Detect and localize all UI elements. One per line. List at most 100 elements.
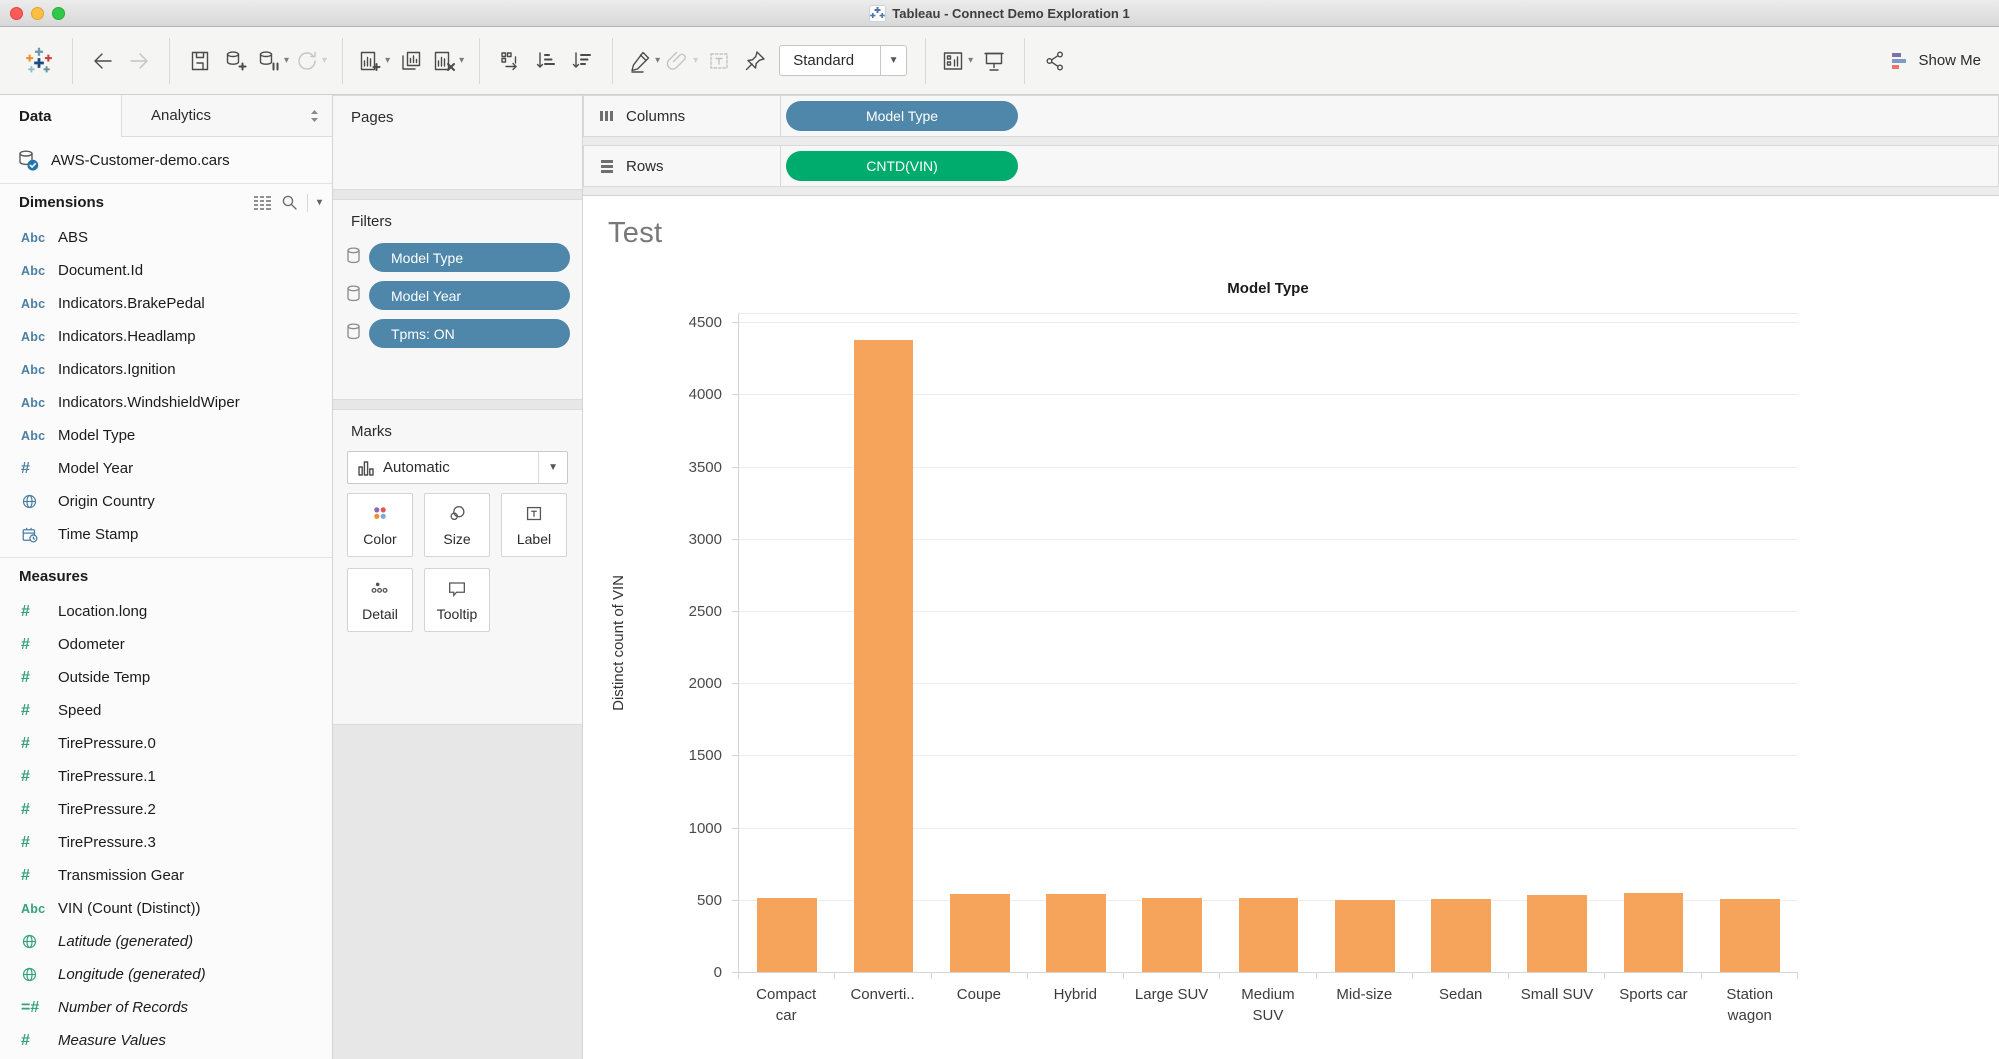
bar-mark[interactable] (1720, 899, 1780, 973)
dimension-field[interactable]: AbcDocument.Id (0, 254, 332, 287)
bar-mark[interactable] (1624, 893, 1684, 973)
abc-icon: Abc (21, 396, 58, 410)
pane-menu-caret-icon[interactable]: ▾ (317, 197, 322, 208)
tooltip-button[interactable]: Tooltip (424, 568, 490, 632)
back-arrow-button[interactable] (85, 39, 121, 83)
tableau-logo[interactable] (18, 46, 60, 76)
dimension-field[interactable]: #Model Year (0, 452, 332, 485)
presentation-mode-button[interactable] (976, 39, 1012, 83)
field-label: Location.long (58, 603, 147, 620)
new-data-source-button[interactable] (218, 39, 254, 83)
globe-icon (21, 966, 58, 983)
filter-pill[interactable]: Tpms: ON (369, 319, 570, 348)
tab-data[interactable]: Data (0, 95, 122, 137)
measure-field[interactable]: #Outside Temp (0, 661, 332, 694)
find-field-icon[interactable] (281, 194, 298, 211)
bar-mark[interactable] (1335, 900, 1395, 973)
highlight-button[interactable]: ▾ (625, 39, 663, 83)
view-mode-caret-icon[interactable]: ▼ (880, 46, 906, 75)
label-button[interactable]: Label (501, 493, 567, 557)
bar-mark[interactable] (854, 340, 914, 973)
new-worksheet-caret-icon[interactable]: ▾ (385, 55, 390, 66)
bar-mark[interactable] (757, 898, 817, 973)
measure-field[interactable]: #Speed (0, 694, 332, 727)
measure-field[interactable]: #TirePressure.2 (0, 793, 332, 826)
dimension-field[interactable]: AbcModel Type (0, 419, 332, 452)
shelf-pill[interactable]: CNTD(VIN) (786, 151, 1018, 181)
mark-type-dropdown[interactable]: Automatic ▼ (347, 451, 568, 484)
measure-field[interactable]: AbcVIN (Count (Distinct)) (0, 892, 332, 925)
save-button[interactable] (182, 39, 218, 83)
tab-swap-icon (309, 109, 320, 123)
color-button[interactable]: Color (347, 493, 413, 557)
clear-sheet-caret-icon[interactable]: ▾ (459, 55, 464, 66)
sort-descending-button[interactable] (564, 39, 600, 83)
share-button[interactable] (1037, 39, 1073, 83)
run-update-caret-icon: ▾ (322, 55, 327, 66)
measure-field[interactable]: #Measure Values (0, 1024, 332, 1057)
dimension-field[interactable]: Origin Country (0, 485, 332, 518)
sort-ascending-button[interactable] (528, 39, 564, 83)
bar-mark[interactable] (1431, 899, 1491, 973)
measure-field[interactable]: #TirePressure.3 (0, 826, 332, 859)
x-axis-ticks (738, 973, 1798, 979)
dimension-field[interactable]: AbcIndicators.Ignition (0, 353, 332, 386)
columns-shelf[interactable]: Columns Model Type (583, 95, 1999, 137)
new-worksheet-button[interactable]: ▾ (355, 39, 393, 83)
datasource-item[interactable]: AWS-Customer-demo.cars (0, 137, 332, 184)
show-me-button[interactable]: Show Me (1891, 51, 1981, 71)
bar-category-cell (1317, 314, 1413, 973)
rows-shelf[interactable]: Rows CNTD(VIN) (583, 145, 1999, 187)
bar-category-cell (1605, 314, 1701, 973)
dimension-field[interactable]: AbcIndicators.Headlamp (0, 320, 332, 353)
highlight-caret-icon[interactable]: ▾ (655, 55, 660, 66)
bar-mark[interactable] (1046, 894, 1106, 973)
share-icon (1043, 49, 1067, 73)
measure-field[interactable]: #TirePressure.1 (0, 760, 332, 793)
dimension-field[interactable]: Time Stamp (0, 518, 332, 551)
sheet-title[interactable]: Test (608, 217, 1999, 250)
measure-field[interactable]: #Location.long (0, 595, 332, 628)
color-marks-icon (369, 503, 391, 528)
fix-axes-button[interactable] (737, 39, 773, 83)
filter-pill[interactable]: Model Year (369, 281, 570, 310)
mark-type-caret-icon[interactable]: ▼ (538, 452, 558, 483)
clear-sheet-button[interactable]: ▾ (429, 39, 467, 83)
database-icon (17, 149, 40, 172)
filter-pill[interactable]: Model Type (369, 243, 570, 272)
tab-analytics[interactable]: Analytics (122, 95, 332, 137)
pause-auto-updates-caret-icon[interactable]: ▾ (284, 55, 289, 66)
x-axis-label: Coupe (931, 984, 1027, 1026)
pause-auto-updates-button[interactable]: ▾ (254, 39, 292, 83)
view-data-icon[interactable] (253, 195, 272, 211)
show-hide-cards-caret-icon[interactable]: ▾ (968, 55, 973, 66)
measure-field[interactable]: #Odometer (0, 628, 332, 661)
dimension-field[interactable]: AbcIndicators.WindshieldWiper (0, 386, 332, 419)
shelf-pill[interactable]: Model Type (786, 101, 1018, 131)
y-axis[interactable]: Distinct count of VIN 050010001500200025… (608, 313, 738, 973)
detail-button[interactable]: Detail (347, 568, 413, 632)
run-update-button: ▾ (292, 39, 330, 83)
bar-mark[interactable] (950, 894, 1010, 973)
duplicate-sheet-button[interactable] (393, 39, 429, 83)
swap-rows-columns-button[interactable] (492, 39, 528, 83)
measure-field[interactable]: Latitude (generated) (0, 925, 332, 958)
view-mode-dropdown[interactable]: Standard▼ (779, 45, 907, 76)
bar-mark[interactable] (1239, 898, 1299, 973)
show-me-label: Show Me (1918, 52, 1981, 69)
dimension-field[interactable]: AbcABS (0, 221, 332, 254)
abc-icon: Abc (21, 330, 58, 344)
measure-field[interactable]: #Transmission Gear (0, 859, 332, 892)
filters-card[interactable]: Filters Model Type Model Year Tpms: ON (333, 199, 582, 400)
y-tick-label: 3000 (689, 531, 722, 549)
show-hide-cards-button[interactable]: ▾ (938, 39, 976, 83)
measure-field[interactable]: Longitude (generated) (0, 958, 332, 991)
bar-mark[interactable] (1142, 898, 1202, 973)
size-button[interactable]: Size (424, 493, 490, 557)
pages-card[interactable]: Pages (333, 95, 582, 190)
measure-field[interactable]: =#Number of Records (0, 991, 332, 1024)
x-tick-cell (1605, 973, 1701, 979)
bar-mark[interactable] (1527, 895, 1587, 973)
dimension-field[interactable]: AbcIndicators.BrakePedal (0, 287, 332, 320)
measure-field[interactable]: #TirePressure.0 (0, 727, 332, 760)
